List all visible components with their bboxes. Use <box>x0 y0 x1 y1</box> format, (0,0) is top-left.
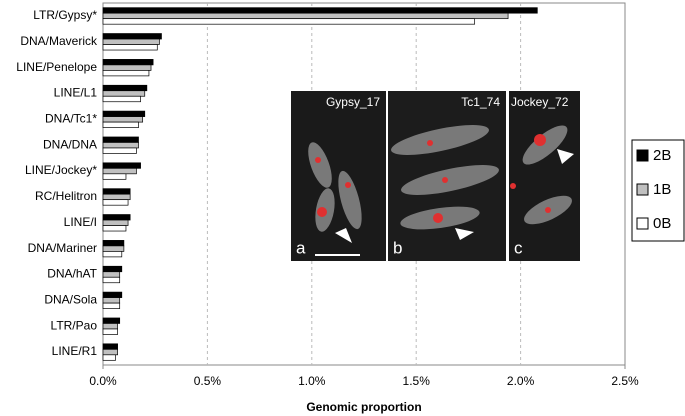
x-tick-label: 2.5% <box>611 374 639 388</box>
bar <box>102 33 162 40</box>
bar <box>102 44 158 51</box>
inset-label: Jockey_72 <box>511 95 569 109</box>
plot-frame <box>102 2 626 366</box>
chromosomes <box>308 125 572 232</box>
bar <box>102 188 131 195</box>
x-tick-label: 1.0% <box>298 374 326 388</box>
bar <box>102 18 476 25</box>
bar <box>102 343 118 350</box>
bar <box>102 214 131 221</box>
y-tick-label: LTR/Pao <box>51 318 98 332</box>
x-tick-label: 1.5% <box>403 374 431 388</box>
bar <box>102 12 509 20</box>
bar <box>102 219 129 226</box>
inset-panel <box>291 91 386 261</box>
bar <box>102 291 123 298</box>
panel-letter: b <box>393 238 402 257</box>
bar <box>102 302 121 309</box>
bar <box>102 136 139 143</box>
bar <box>102 173 127 180</box>
y-tick-label: DNA/Sola <box>44 293 97 307</box>
bar <box>102 328 118 335</box>
bar <box>102 90 146 97</box>
y-tick-label: DNA/Maverick <box>20 34 98 48</box>
bar <box>102 142 139 149</box>
bar <box>102 265 123 273</box>
y-tick-label: LTR/Gypsy* <box>33 8 97 22</box>
legend-label: 0B <box>653 215 671 232</box>
bar <box>102 317 121 324</box>
bar <box>102 245 125 252</box>
bar <box>102 354 116 361</box>
y-tick-label: RC/Helitron <box>35 189 97 203</box>
x-axis-label: Genomic proportion <box>306 400 421 414</box>
signals <box>315 134 551 223</box>
y-tick-label: DNA/DNA <box>43 137 97 151</box>
legend-swatch <box>636 149 649 162</box>
legend-swatch <box>636 183 649 196</box>
x-tick-label: 0.0% <box>89 374 117 388</box>
bar <box>102 240 125 247</box>
bar <box>102 59 154 66</box>
panel-letter: c <box>514 238 523 257</box>
bar <box>102 162 141 169</box>
y-tick-label: LINE/R1 <box>52 344 98 358</box>
y-tick-label: LINE/Penelope <box>16 60 97 74</box>
bar <box>102 121 139 128</box>
legend-label: 2B <box>653 147 671 164</box>
bar <box>102 297 121 304</box>
y-tick-label: LINE/Jockey* <box>25 163 97 177</box>
inset-images: Gypsy_17 Tc1_74 Jockey_72 a b c <box>291 91 580 261</box>
bar <box>102 199 129 206</box>
legend-swatch <box>636 217 649 230</box>
y-tick-label: LINE/L1 <box>54 86 98 100</box>
bar <box>102 251 123 258</box>
bar <box>102 225 127 232</box>
bar <box>102 116 144 123</box>
bar <box>102 70 150 77</box>
panel-letter: a <box>296 238 306 257</box>
bar <box>102 276 121 284</box>
x-tick-label: 2.0% <box>507 374 535 388</box>
inset-panel <box>509 91 580 261</box>
bar <box>102 95 141 103</box>
bar <box>102 38 160 45</box>
inset-label: Tc1_74 <box>461 95 500 109</box>
bar <box>102 7 538 14</box>
bar <box>102 271 121 278</box>
bar <box>102 193 131 201</box>
y-tick-label: LINE/I <box>64 215 97 229</box>
bar <box>102 167 137 175</box>
bar <box>102 147 137 154</box>
bar <box>102 323 118 330</box>
bar <box>102 348 118 356</box>
y-tick-label: DNA/Mariner <box>28 241 97 255</box>
y-tick-label: DNA/hAT <box>47 267 97 281</box>
arrowheads <box>335 149 574 243</box>
legend-label: 1B <box>653 181 671 198</box>
bar <box>102 64 152 71</box>
bar <box>102 84 148 92</box>
y-tick-label: DNA/Tc1* <box>45 112 97 126</box>
x-tick-label: 0.5% <box>194 374 222 388</box>
bar <box>102 110 146 117</box>
inset-label: Gypsy_17 <box>326 95 380 109</box>
